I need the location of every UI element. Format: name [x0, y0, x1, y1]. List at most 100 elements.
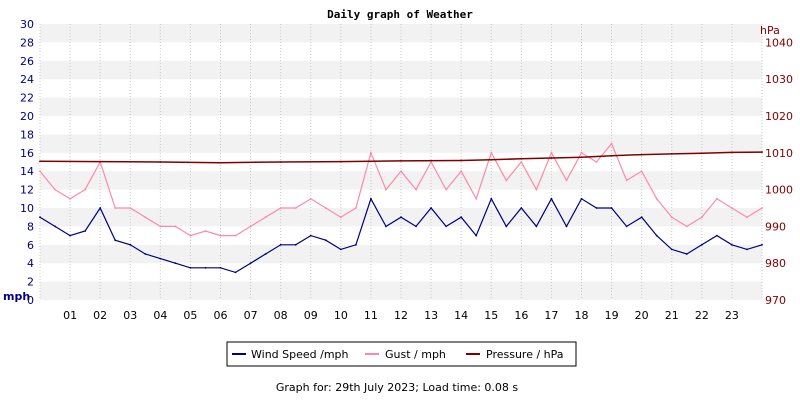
data-point	[264, 216, 267, 219]
data-point	[761, 243, 763, 246]
data-point	[640, 170, 643, 173]
left-tick-label: 12	[20, 184, 34, 197]
data-point	[625, 225, 628, 228]
right-axis-ticks: 970 980 990 1000 1010 1020 1030 1040	[765, 36, 793, 307]
data-point	[400, 216, 402, 219]
data-point	[685, 253, 688, 255]
left-tick-label: 6	[27, 239, 34, 252]
x-tick-label: 05	[183, 309, 197, 322]
data-point	[129, 207, 132, 209]
data-point	[339, 248, 342, 251]
right-tick-label: 1040	[765, 36, 793, 49]
data-point	[339, 216, 342, 219]
data-point	[670, 216, 673, 219]
data-point	[595, 207, 598, 209]
x-tick-label: 13	[424, 309, 438, 322]
left-axis-unit: mph	[3, 290, 30, 303]
left-tick-label: 10	[20, 202, 34, 215]
data-point	[249, 225, 252, 228]
data-point	[761, 207, 763, 209]
data-point	[144, 253, 147, 255]
data-point	[189, 266, 192, 269]
data-point	[685, 225, 688, 228]
data-point	[54, 225, 56, 228]
data-point	[535, 188, 538, 191]
left-tick-label: 26	[20, 55, 34, 68]
data-point	[249, 262, 252, 265]
data-point	[610, 142, 613, 145]
data-point	[159, 225, 162, 228]
data-point	[520, 161, 523, 163]
data-point	[550, 151, 553, 154]
data-point	[475, 234, 478, 237]
right-tick-label: 970	[765, 294, 786, 307]
right-axis-unit: hPa	[760, 24, 780, 37]
data-point	[610, 154, 613, 157]
data-point	[309, 234, 312, 237]
data-point	[69, 197, 71, 200]
data-point	[339, 160, 342, 163]
data-point	[54, 188, 56, 191]
x-tick-label: 23	[725, 309, 739, 322]
data-point	[700, 152, 703, 155]
x-tick-label: 18	[575, 309, 589, 322]
x-tick-label: 02	[93, 309, 107, 322]
data-point	[39, 216, 41, 219]
data-point	[505, 179, 508, 182]
series-line	[39, 151, 763, 164]
left-tick-label: 28	[20, 36, 34, 49]
data-point	[761, 151, 763, 153]
left-tick-label: 4	[27, 257, 34, 270]
data-point	[99, 207, 102, 209]
data-point	[460, 159, 463, 162]
x-tick-label: 07	[244, 309, 258, 322]
data-point	[460, 170, 463, 173]
x-tick-label: 16	[514, 309, 528, 322]
data-point	[370, 197, 372, 200]
data-point	[746, 248, 748, 251]
data-point	[550, 157, 553, 159]
right-tick-label: 980	[765, 257, 786, 270]
x-tick-label: 01	[63, 309, 77, 322]
data-point	[385, 188, 387, 191]
x-tick-label: 19	[605, 309, 619, 322]
x-tick-label: 09	[304, 309, 318, 322]
data-point	[415, 225, 417, 228]
data-point	[219, 161, 222, 164]
data-point	[279, 243, 282, 246]
data-point	[309, 197, 312, 200]
x-tick-label: 04	[153, 309, 167, 322]
grid-band	[40, 263, 762, 282]
data-point	[354, 243, 357, 246]
data-point	[84, 188, 87, 191]
data-point	[700, 216, 703, 219]
data-point	[430, 207, 432, 209]
x-tick-label: 21	[665, 309, 679, 322]
data-point	[580, 156, 583, 159]
data-point	[354, 207, 357, 209]
right-tick-label: 1010	[765, 147, 793, 160]
data-point	[535, 225, 538, 228]
data-point	[731, 207, 733, 209]
data-point	[114, 239, 117, 242]
left-tick-label: 30	[20, 18, 34, 31]
data-point	[400, 159, 402, 162]
legend-box	[226, 341, 577, 367]
right-tick-label: 1020	[765, 110, 793, 123]
data-point	[69, 234, 71, 237]
data-point	[385, 225, 387, 228]
x-tick-label: 22	[695, 309, 709, 322]
data-point	[234, 271, 237, 274]
data-point	[580, 151, 583, 154]
data-point	[670, 153, 673, 155]
x-tick-label: 12	[394, 309, 408, 322]
data-point	[39, 170, 41, 173]
x-tick-label: 20	[635, 309, 649, 322]
data-point	[490, 151, 493, 154]
data-point	[490, 158, 493, 161]
data-point	[550, 197, 553, 200]
data-point	[415, 188, 417, 191]
data-point	[159, 161, 162, 163]
data-point	[189, 234, 192, 237]
